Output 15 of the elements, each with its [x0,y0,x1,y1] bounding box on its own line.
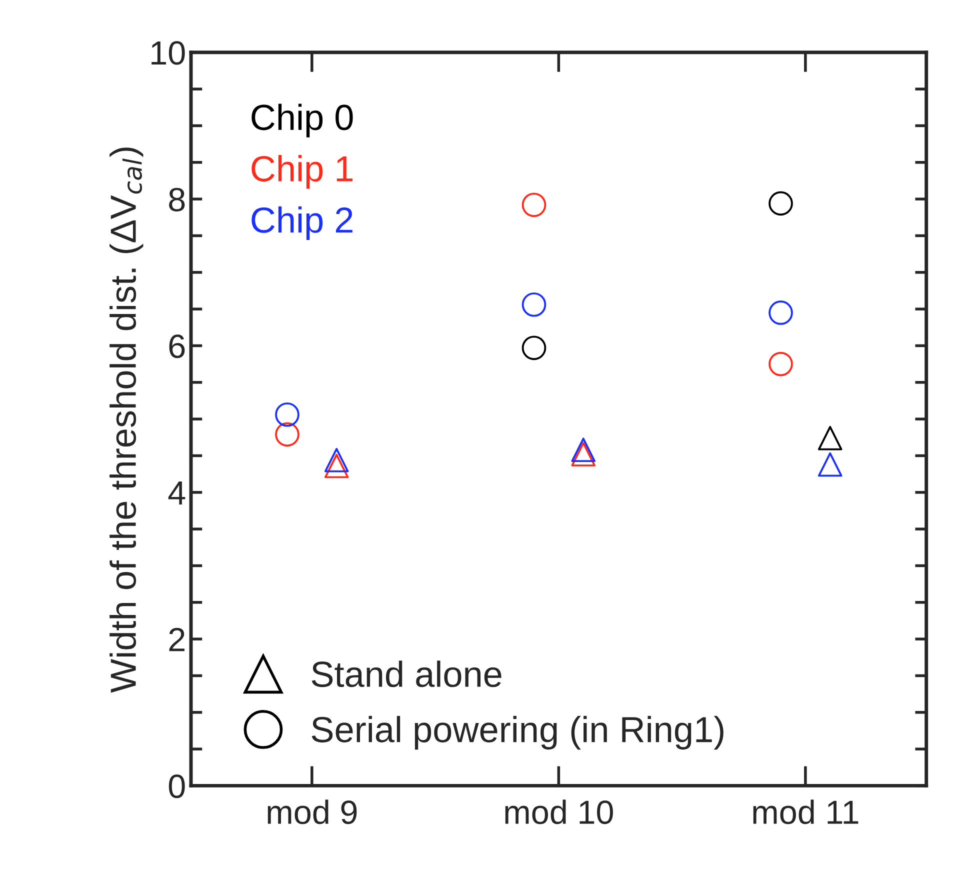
y-axis-title: Width of the threshold dist. (ΔV$_{cal}$) [110,148,144,693]
y-tick-label: 2 [169,628,184,652]
y-tick-label: 0 [168,774,185,798]
annotation: Stand alone [312,660,502,688]
text: Chip 1 [252,155,352,189]
x-tick-label: mod 9 [268,800,357,824]
y-tick-label: 10 [152,41,185,65]
y-tick-label: 6 [169,334,185,358]
y-tick-label: 8 [169,188,185,212]
text: Chip 0 [252,104,353,138]
text: Chip 2 [252,206,352,240]
y-tick-label: 4 [168,482,186,504]
annotation: Serial powering (in Ring1) [312,716,724,750]
x-tick-label: mod 10 [505,800,613,824]
x-tick-label: mod 11 [753,800,858,824]
